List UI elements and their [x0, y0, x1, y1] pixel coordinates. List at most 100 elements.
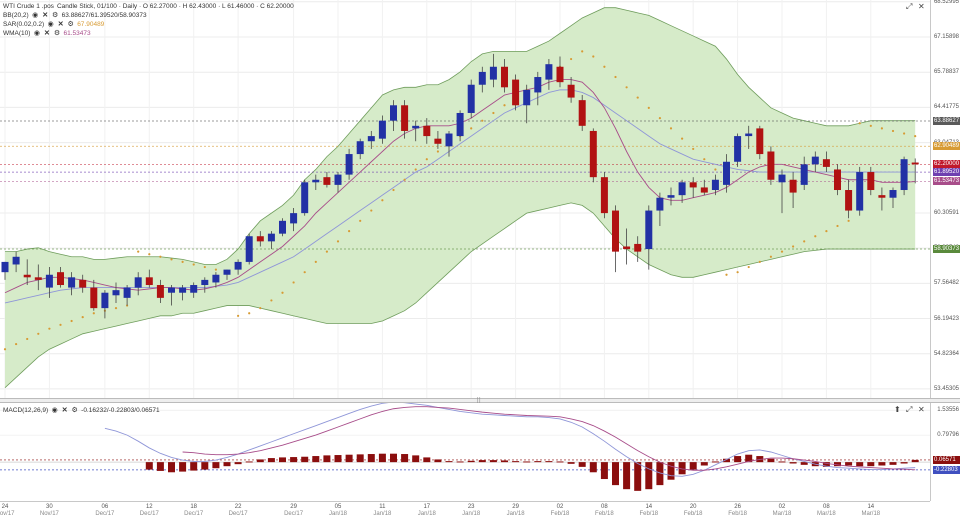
bearish-candle — [567, 84, 575, 98]
macd-histogram-bar — [323, 455, 331, 463]
date-tick-label: 18 Dec/17 — [182, 504, 206, 517]
eye-icon[interactable]: ◉ — [32, 12, 39, 19]
bullish-candle — [12, 256, 20, 265]
eye-icon[interactable]: ◉ — [47, 21, 54, 28]
macd-histogram-bar — [390, 453, 397, 463]
macd-tick-label: 0.06571 — [933, 455, 960, 464]
sar-dot — [847, 219, 850, 222]
date-month: Feb/18 — [639, 510, 659, 517]
price-level-badge: 63.88627 — [933, 117, 960, 126]
macd-histogram-bar — [256, 459, 264, 463]
sar-dot — [381, 199, 384, 202]
macd-histogram-bar — [279, 457, 286, 463]
bearish-candle — [434, 138, 442, 144]
sar-dot — [581, 50, 584, 53]
eye-icon[interactable]: ◉ — [51, 407, 58, 414]
macd-tick-label: 1.53556 — [937, 407, 959, 414]
legend-row-bb[interactable]: BB(20,2) ◉ ✕ ⚙ 63.88627/61.39520/58.9037… — [3, 11, 294, 20]
sar-dot — [181, 260, 184, 264]
macd-axis[interactable]: 1.53556 0.79796 0.06571 -0.22803 — [930, 403, 960, 501]
sar-dot — [203, 265, 206, 269]
date-day: 22 — [234, 504, 242, 510]
sar-dot — [81, 316, 84, 319]
bearish-candle — [789, 179, 797, 193]
macd-histogram-bar — [290, 457, 298, 463]
date-tick-label: 08 Mar/18 — [814, 504, 838, 517]
macd-histogram-bar — [889, 462, 897, 465]
macd-tick-label: 0.79796 — [937, 432, 959, 439]
sar-dot — [903, 132, 906, 135]
close-icon[interactable]: ✕ — [44, 30, 50, 37]
macd-histogram-bar — [478, 460, 486, 463]
close-icon[interactable]: ✕ — [57, 21, 64, 28]
macd-histogram-bar — [345, 454, 353, 463]
move-up-icon[interactable]: ⬆ — [894, 405, 901, 414]
sar-dot — [758, 260, 761, 264]
price-tick-label: 64.41775 — [933, 104, 959, 111]
bearish-candle — [401, 105, 409, 131]
instrument-title: WTI Crude 1 .pos — [3, 3, 54, 10]
sar-dot — [492, 111, 495, 115]
date-tick-label: 05 Jan/18 — [326, 504, 350, 517]
macd-histogram-bar — [667, 462, 675, 480]
price-chart-svg — [0, 0, 930, 398]
bullish-candle — [656, 197, 664, 211]
macd-histogram-bar — [911, 459, 919, 463]
date-axis[interactable]: 24Nov/1730Nov/1706Dec/1712Dec/1718Dec/17… — [0, 501, 930, 518]
date-day: 23 — [467, 504, 475, 510]
date-month: Jan/18 — [462, 510, 481, 517]
gear-icon[interactable]: ⚙ — [52, 12, 59, 19]
bullish-candle — [267, 233, 275, 242]
bearish-candle — [612, 210, 619, 252]
bearish-candle — [512, 79, 520, 106]
eye-icon[interactable]: ◉ — [33, 30, 40, 37]
macd-histogram-bar — [678, 462, 686, 475]
sar-label: SAR(0.02,0.2) — [3, 21, 45, 28]
sar-dot — [436, 150, 439, 153]
date-day: 24 — [1, 504, 9, 510]
date-day: 14 — [645, 504, 653, 510]
gear-icon[interactable]: ⚙ — [53, 30, 61, 37]
price-level-badge: 62.20000 — [933, 160, 960, 169]
bullish-candle — [234, 261, 242, 270]
sar-dot — [70, 319, 73, 323]
bullish-candle — [290, 213, 298, 224]
macd-histogram-bar — [334, 455, 342, 463]
macd-histogram-bar — [711, 461, 719, 463]
expand-icon[interactable]: ⤢ — [906, 405, 913, 414]
macd-histogram-bar — [856, 462, 864, 467]
close-icon[interactable]: ✕ — [918, 2, 925, 11]
pane-divider[interactable]: ⠿ — [0, 398, 960, 405]
drag-handle-icon[interactable]: ⠿ — [476, 398, 482, 405]
bullish-candle — [545, 64, 553, 80]
legend-row-sar[interactable]: SAR(0.02,0.2) ◉ ✕ ⚙ 67.90489 — [3, 20, 294, 29]
gear-icon[interactable]: ⚙ — [67, 21, 74, 28]
sar-dot — [237, 314, 240, 317]
bullish-candle — [334, 174, 342, 185]
close-icon[interactable]: ✕ — [42, 12, 49, 19]
close-icon[interactable]: ✕ — [918, 405, 925, 414]
macd-histogram-bar — [634, 462, 642, 491]
price-plot[interactable]: WTI Crude 1 .pos Candle Stick, 01/100 · … — [0, 0, 930, 398]
macd-histogram-bar — [156, 462, 164, 471]
date-month: Jan/18 — [417, 510, 436, 517]
date-tick-label: 14 Feb/18 — [637, 504, 661, 517]
bearish-candle — [256, 236, 264, 242]
macd-plot[interactable]: MACD(12,26,9) ◉ ✕ ⚙ -0.16232/-0.22803/0.… — [0, 403, 930, 501]
sar-dot — [392, 188, 395, 192]
legend-row-wma[interactable]: WMA(10) ◉ ✕ ⚙ 61.53473 — [3, 29, 294, 38]
macd-histogram-bar — [378, 453, 386, 463]
macd-histogram-bar — [489, 460, 497, 463]
sar-dot — [814, 235, 817, 238]
sar-dot — [170, 258, 173, 261]
gear-icon[interactable]: ⚙ — [71, 407, 78, 414]
price-axis[interactable]: 68.5299567.1589865.7883764.4177563.04713… — [930, 0, 960, 398]
macd-histogram-bar — [423, 457, 431, 463]
macd-histogram-bar — [800, 462, 808, 465]
date-day: 08 — [823, 504, 830, 510]
bearish-candle — [90, 287, 98, 309]
bullish-candle — [734, 136, 742, 162]
sar-dot — [159, 255, 162, 258]
expand-icon[interactable]: ⤢ — [906, 2, 913, 11]
close-icon[interactable]: ✕ — [61, 407, 68, 414]
